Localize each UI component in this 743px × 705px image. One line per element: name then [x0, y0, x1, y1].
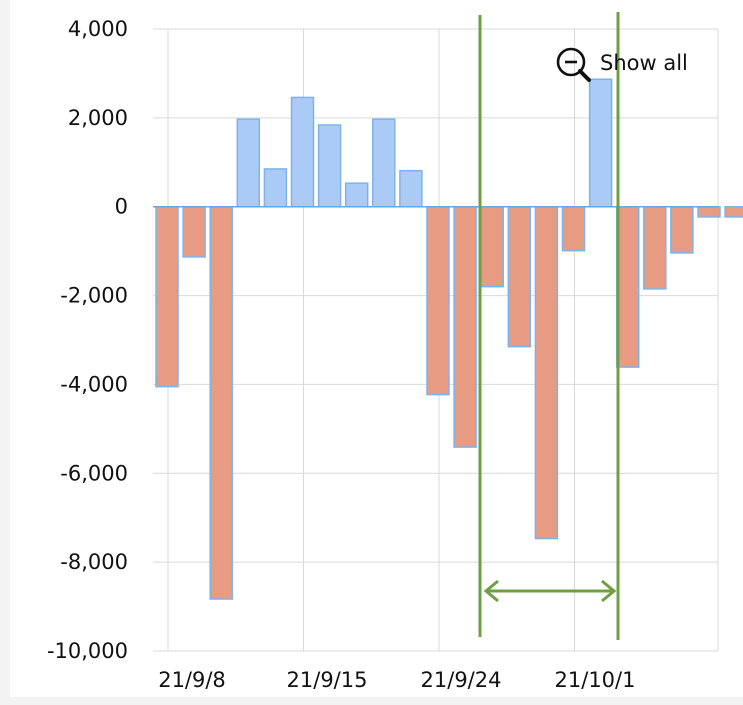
bar: [480, 205, 504, 288]
bars: [155, 78, 743, 600]
y-tick-label: 2,000: [68, 106, 128, 130]
bar: [588, 78, 613, 208]
bar: [209, 205, 233, 600]
y-tick-label: -4,000: [60, 372, 128, 396]
bar: [615, 205, 640, 368]
bar: [236, 118, 261, 208]
y-axis-labels: 4,000 2,000 0 -2,000 -4,000 -6,000 -8,000 -10,0…: [47, 17, 128, 663]
range-arrow-left-head: [483, 579, 499, 603]
x-tick-label: 21/9/24: [421, 668, 502, 692]
range-arrow-right-head: [601, 579, 617, 603]
bar: [182, 205, 206, 258]
y-tick-label: 4,000: [68, 17, 128, 41]
y-tick-label: 0: [115, 195, 128, 219]
y-tick-label: -2,000: [60, 284, 128, 308]
bar: [155, 205, 179, 388]
show-all-label[interactable]: Show all: [600, 51, 688, 75]
bar: [561, 205, 586, 252]
zoom-out-icon: [556, 47, 591, 82]
left-border: [0, 0, 10, 705]
bar: [534, 205, 559, 540]
bar: [290, 96, 315, 208]
bar: [426, 205, 450, 396]
x-axis-labels: 21/9/8 21/9/15 21/9/24 21/10/1: [158, 668, 635, 692]
bar: [643, 205, 667, 290]
x-tick-label: 21/9/15: [287, 668, 368, 692]
bar: [697, 205, 721, 218]
bar: [399, 169, 423, 208]
x-tick-label: 21/10/1: [555, 668, 636, 692]
bar: [317, 124, 342, 208]
x-tick-label: 21/9/8: [158, 668, 226, 692]
y-tick-label: -8,000: [60, 550, 128, 574]
bar: [670, 205, 694, 254]
show-all-button[interactable]: Show all: [556, 47, 688, 82]
bar: [724, 205, 743, 218]
bar: [344, 182, 369, 208]
bar: [453, 205, 477, 448]
bar: [372, 118, 396, 208]
y-tick-label: -10,000: [47, 639, 128, 663]
bar: [263, 168, 288, 208]
range-selection[interactable]: [478, 12, 620, 640]
bar: [507, 205, 532, 348]
bottom-border: [0, 697, 743, 705]
y-tick-label: -6,000: [60, 461, 128, 485]
